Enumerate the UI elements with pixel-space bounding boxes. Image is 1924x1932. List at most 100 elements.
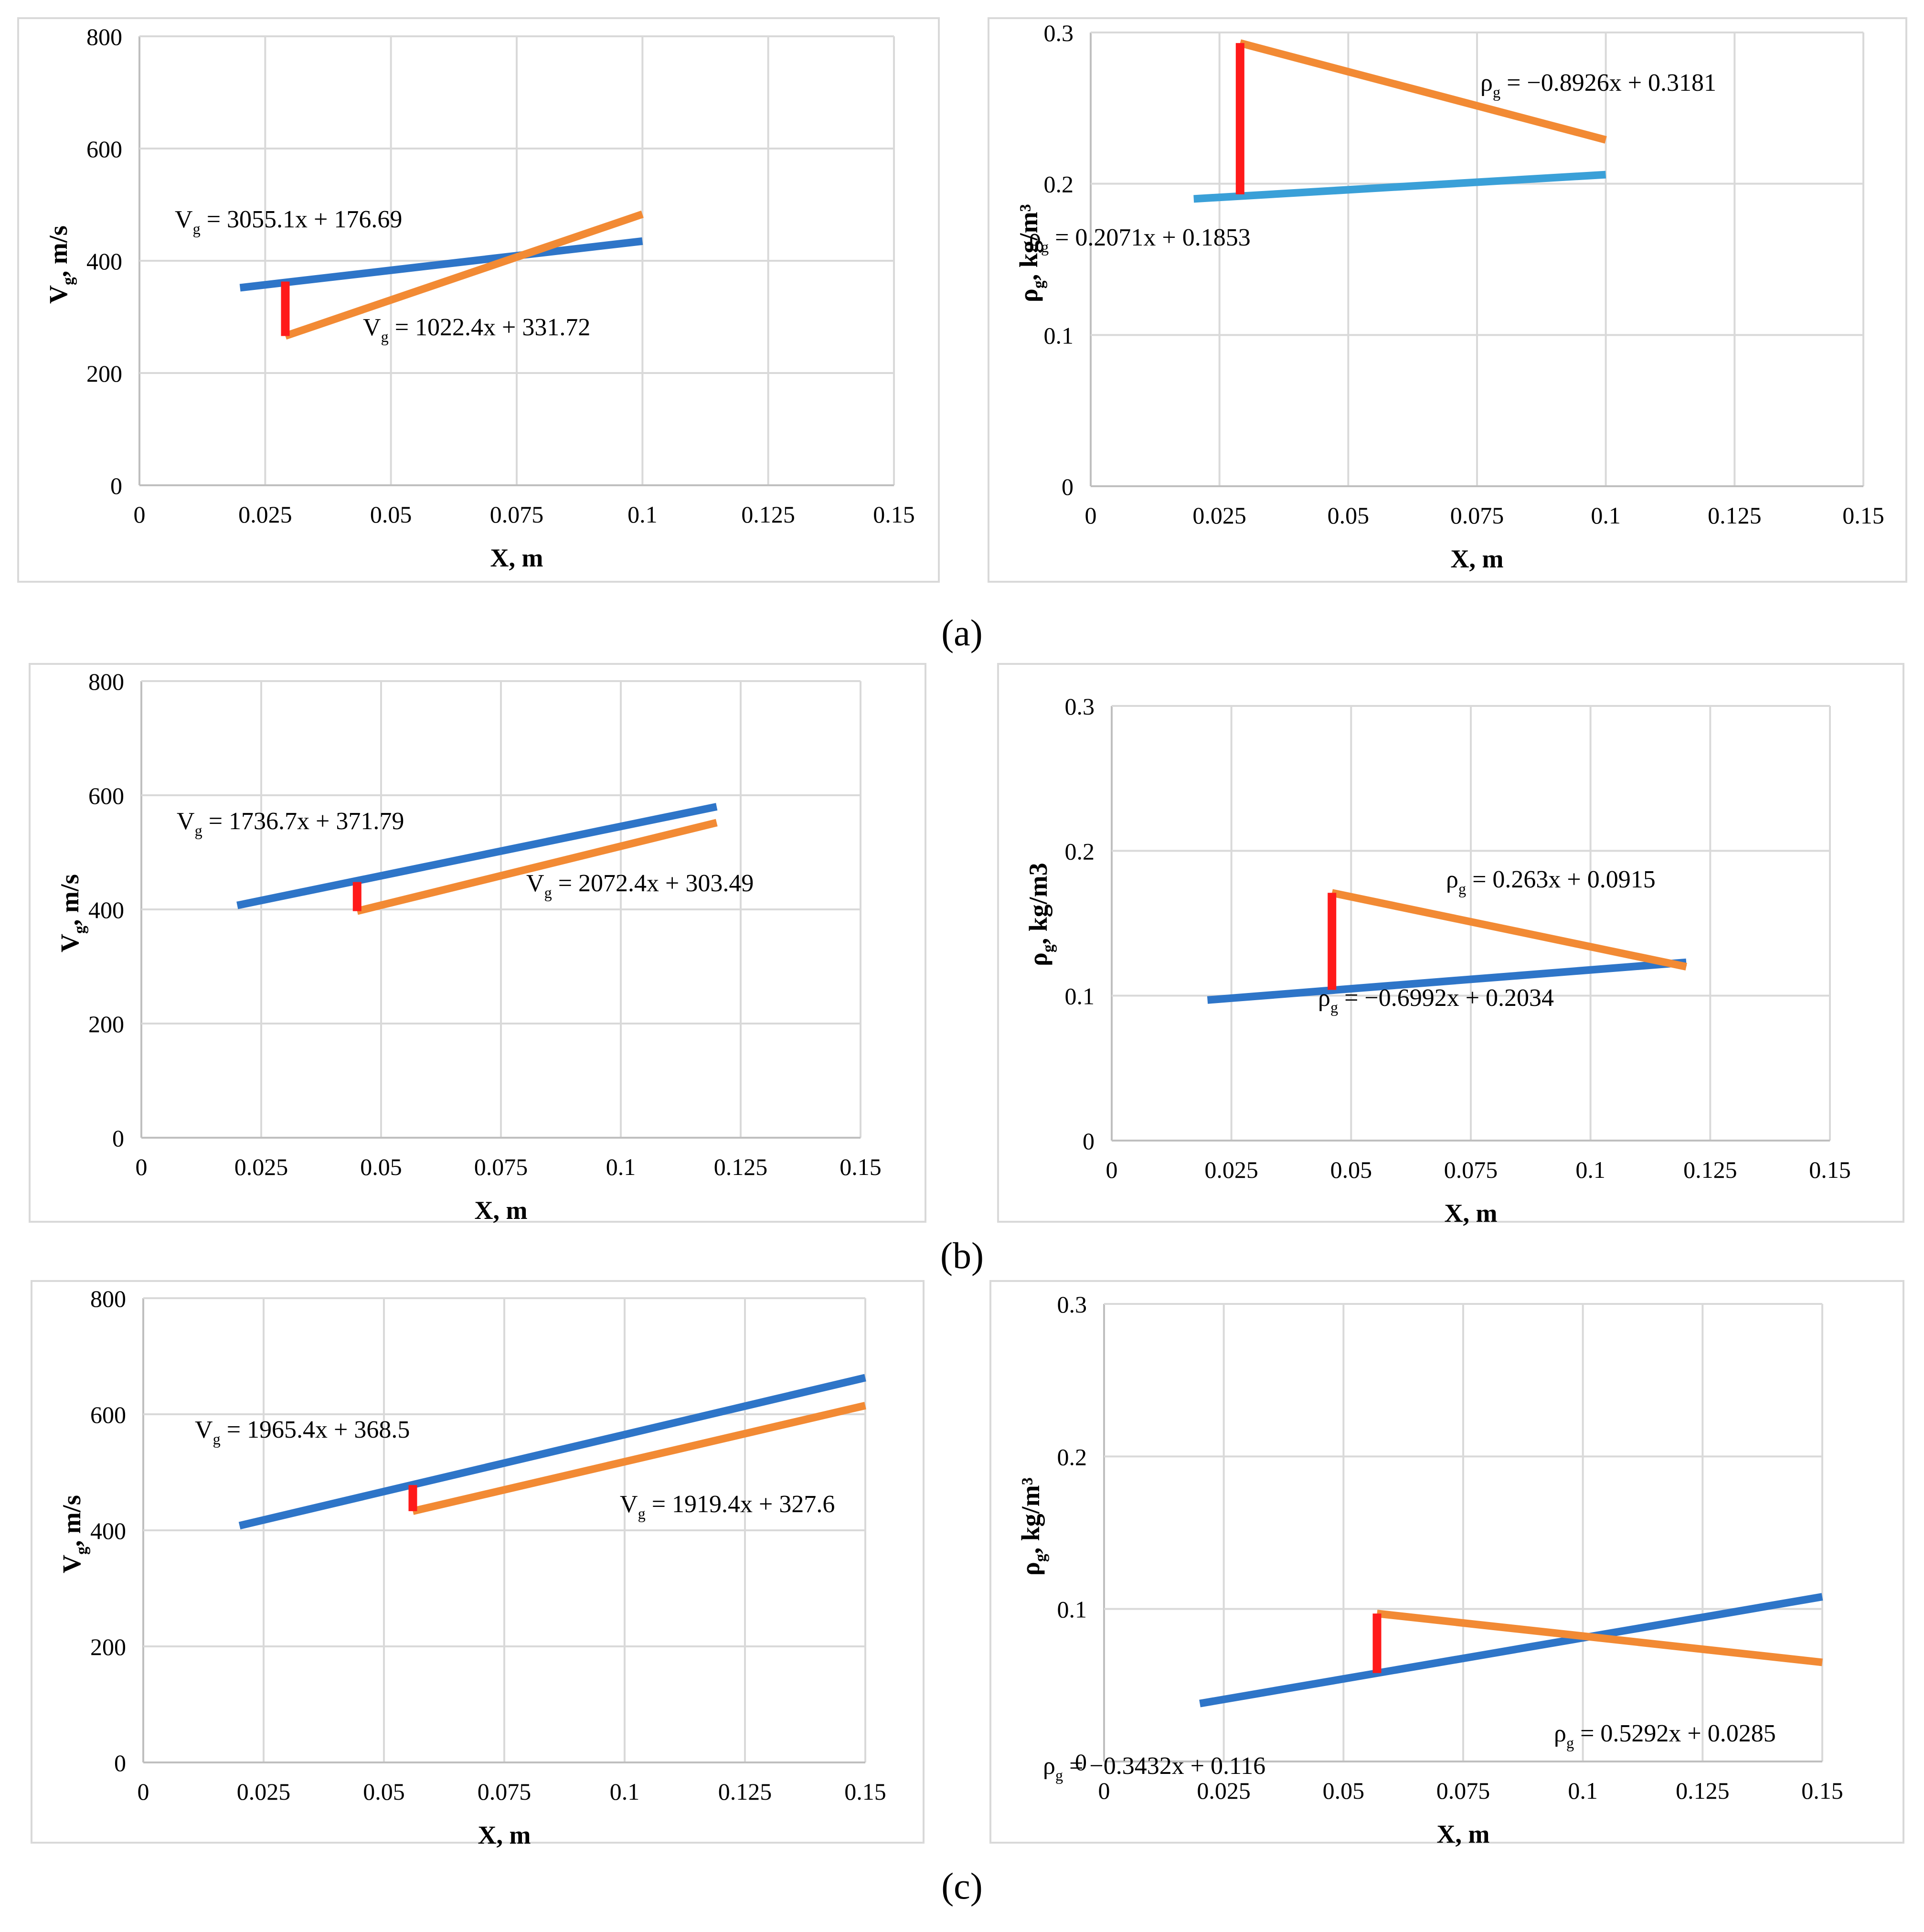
equation-label: Vg = 1736.7x + 371.79 — [177, 808, 404, 839]
x-tick-label: 0.15 — [1801, 1777, 1843, 1804]
series-line-blue — [238, 1374, 866, 1530]
series-line-blue — [1193, 171, 1606, 203]
x-tick-label: 0.025 — [1197, 1777, 1251, 1804]
series-line-orange — [284, 210, 644, 340]
x-tick-label: 0.025 — [1204, 1156, 1258, 1183]
x-tick-label: 0.075 — [490, 501, 544, 528]
x-tick-label: 0.15 — [844, 1778, 886, 1805]
x-tick-label: 0.1 — [1575, 1156, 1605, 1183]
y-tick-label: 600 — [90, 1401, 126, 1428]
x-tick-label: 0.1 — [627, 501, 658, 528]
y-tick-label: 0 — [1075, 1749, 1087, 1775]
y-axis-label: ρg, kg/m³ — [1014, 204, 1048, 302]
x-tick-label: 0.15 — [1842, 502, 1884, 529]
series-line-orange — [356, 819, 718, 915]
caption-b: (b) — [0, 1234, 1924, 1277]
y-axis-label-main: ρ — [1024, 952, 1052, 966]
y-tick-label: 200 — [86, 360, 122, 387]
chart-b-density-svg: 0 0.025 0.05 0.075 0.1 0.125 0.15 0 0.1 0.2 0.3 X, … — [1024, 693, 1851, 1228]
y-axis-label-main: V — [44, 285, 73, 304]
equation-label: Vg = 3055.1x + 176.69 — [175, 206, 402, 237]
equation-label-main: ρ — [1480, 69, 1493, 96]
equation-label-rest: = 0.263x + 0.0915 — [1466, 866, 1656, 893]
x-tick-label: 0 — [138, 1778, 149, 1805]
x-tick-label: 0 — [1085, 502, 1097, 529]
y-tick-label: 800 — [88, 668, 124, 695]
chart-b-velocity-svg: 0 0.025 0.05 0.075 0.1 0.125 0.15 0 200 400 600 800… — [55, 668, 882, 1225]
chart-c-density: 0 0.025 0.05 0.075 0.1 0.125 0.15 0 0.1 0.2 0.3 X, … — [989, 1280, 1904, 1848]
series-line-blue — [1199, 1593, 1823, 1708]
x-tick-label: 0.05 — [1328, 502, 1370, 529]
y-tick-label: 800 — [90, 1285, 126, 1312]
x-tick-label: 0.1 — [610, 1778, 640, 1805]
caption-b-text: (b) — [940, 1235, 984, 1276]
chart-a-velocity-svg: 0 0.025 0.05 0.075 0.1 0.125 0.15 0 200 400 600 800… — [44, 23, 915, 572]
equation-label-main: V — [620, 1491, 638, 1518]
y-axis-label-rest: , kg/m³ — [1014, 204, 1043, 280]
y-axis-label-sub: g — [1040, 944, 1057, 952]
x-tick-label: 0.1 — [1568, 1777, 1598, 1804]
y-axis-label-main: ρ — [1014, 288, 1043, 302]
y-tick-label: 0.3 — [1044, 20, 1074, 46]
chart-b-velocity: 0 0.025 0.05 0.075 0.1 0.125 0.15 0 200 400 600 800… — [29, 663, 926, 1225]
x-axis-label: X, m — [490, 544, 543, 572]
y-tick-label: 800 — [86, 23, 122, 50]
equation-label-sub: g — [193, 220, 201, 237]
x-tick-label: 0.075 — [1436, 1777, 1490, 1804]
equation-label-sub: g — [1566, 1734, 1574, 1751]
x-tick-label: 0.1 — [606, 1153, 636, 1180]
equation-label: Vg = 1965.4x + 368.5 — [195, 1416, 410, 1448]
x-tick-label: 0.125 — [741, 501, 795, 528]
y-tick-label: 0.3 — [1057, 1291, 1087, 1318]
y-axis-label-rest: , kg/m3 — [1024, 863, 1052, 944]
series-line-orange — [1239, 39, 1607, 144]
chart-a-density-svg: 0 0.025 0.05 0.075 0.1 0.125 0.15 0 0.1 0.2 0.3 X, … — [1014, 20, 1884, 573]
x-tick-label: 0.075 — [1444, 1156, 1498, 1183]
series-line-orange — [1376, 1610, 1823, 1666]
x-tick-label: 0.025 — [234, 1153, 288, 1180]
chart-b-density: 0 0.025 0.05 0.075 0.1 0.125 0.15 0 0.1 0.2 0.3 X, … — [997, 663, 1904, 1228]
equation-label-rest: = 2072.4x + 303.49 — [552, 870, 754, 897]
equation-label: ρg = 0.263x + 0.0915 — [1446, 866, 1656, 897]
x-tick-label: 0.075 — [474, 1153, 528, 1180]
series-line-blue — [236, 803, 718, 909]
caption-c-text: (c) — [941, 1865, 983, 1907]
equation-label-rest: = 1736.7x + 371.79 — [202, 808, 404, 835]
equation-label: ρg = 0.5292x + 0.0285 — [1554, 1720, 1776, 1751]
equation-label: Vg = 1022.4x + 331.72 — [363, 314, 590, 345]
equation-label-main: ρ — [1554, 1720, 1566, 1747]
x-axis-label: X, m — [475, 1196, 528, 1225]
caption-a: (a) — [0, 611, 1924, 654]
equation-label-rest: = 0.5292x + 0.0285 — [1574, 1720, 1776, 1747]
y-axis-label-sub: g — [60, 277, 77, 285]
equation-label-main: V — [363, 314, 381, 341]
caption-c: (c) — [0, 1865, 1924, 1908]
y-tick-label: 0 — [110, 472, 122, 499]
series-line-blue — [1207, 958, 1687, 1004]
y-axis-label: ρg, kg/m3 — [1024, 863, 1057, 966]
y-tick-label: 600 — [88, 782, 124, 809]
x-axis-label: X, m — [1451, 544, 1504, 573]
y-axis-label-main: ρ — [1016, 1562, 1045, 1576]
equation-label-sub: g — [638, 1505, 646, 1522]
x-axis-label: X, m — [478, 1821, 531, 1849]
y-tick-label: 0.1 — [1057, 1596, 1087, 1623]
x-tick-label: 0.125 — [1683, 1156, 1737, 1183]
equation-label: ρg = 0.2071x + 0.1853 — [1029, 224, 1251, 256]
y-tick-label: 0.2 — [1044, 171, 1074, 198]
x-tick-label: 0.15 — [840, 1153, 882, 1180]
y-tick-label: 0.1 — [1065, 983, 1095, 1010]
equation-label: ρg = −0.3432x + 0.116 — [1043, 1752, 1265, 1784]
x-tick-label: 0.025 — [237, 1778, 291, 1805]
y-tick-label: 0.1 — [1044, 322, 1074, 349]
x-tick-label: 0 — [134, 501, 146, 528]
equation-label-rest: = 1919.4x + 327.6 — [646, 1491, 835, 1518]
x-tick-label: 0.125 — [1676, 1777, 1730, 1804]
equation-label: ρg = −0.8926x + 0.3181 — [1480, 69, 1716, 101]
equation-label-sub: g — [544, 884, 552, 901]
y-tick-label: 0 — [112, 1125, 124, 1152]
y-axis-label-rest: , m/s — [57, 1495, 86, 1547]
x-tick-label: 0.125 — [1708, 502, 1762, 529]
y-tick-label: 400 — [90, 1517, 126, 1544]
equation-label-main: V — [177, 808, 195, 835]
